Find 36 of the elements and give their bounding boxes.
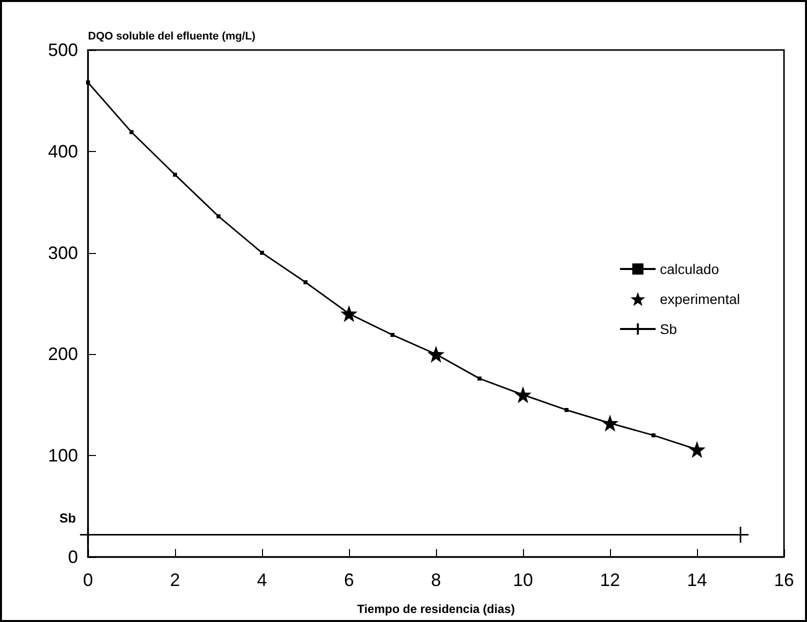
point	[260, 250, 264, 255]
y-tick-label: 400	[48, 141, 78, 162]
point	[173, 172, 177, 177]
y-tick-label: 200	[48, 344, 78, 364]
x-tick-label: 12	[600, 570, 620, 590]
y-tick-label: 300	[48, 242, 78, 263]
point	[514, 386, 532, 404]
point	[564, 408, 568, 412]
x-tick-label: 0	[82, 570, 94, 590]
y-tick-label: 0	[68, 547, 78, 567]
point	[340, 305, 358, 322]
point	[478, 376, 482, 381]
x-tick-label: 4	[256, 570, 268, 590]
legend-label: Sb	[660, 321, 678, 337]
y-axis-title: DQO soluble del efluente (mg/L)	[88, 30, 256, 42]
point	[652, 433, 656, 438]
point	[390, 332, 394, 337]
y-tick-label: 500	[48, 40, 78, 60]
x-tick-label: 8	[430, 570, 442, 590]
point	[130, 130, 134, 134]
x-tick-label: 2	[170, 570, 180, 590]
point	[602, 414, 618, 432]
x-tick-label: 10	[512, 570, 534, 590]
x-tick-label: 16	[774, 570, 794, 590]
annotation: Sb	[59, 510, 76, 526]
x-axis-title: Tiempo de residencia (dias)	[357, 602, 515, 616]
x-tick-label: 14	[686, 570, 708, 590]
point	[688, 441, 706, 458]
y-tick-label: 100	[48, 446, 78, 466]
legend-label: experimental	[660, 291, 740, 307]
point	[86, 80, 90, 84]
legend-label: calculado	[660, 261, 720, 277]
point	[428, 346, 444, 363]
point	[304, 280, 308, 284]
x-tick-label: 6	[344, 570, 354, 590]
point	[216, 214, 220, 218]
